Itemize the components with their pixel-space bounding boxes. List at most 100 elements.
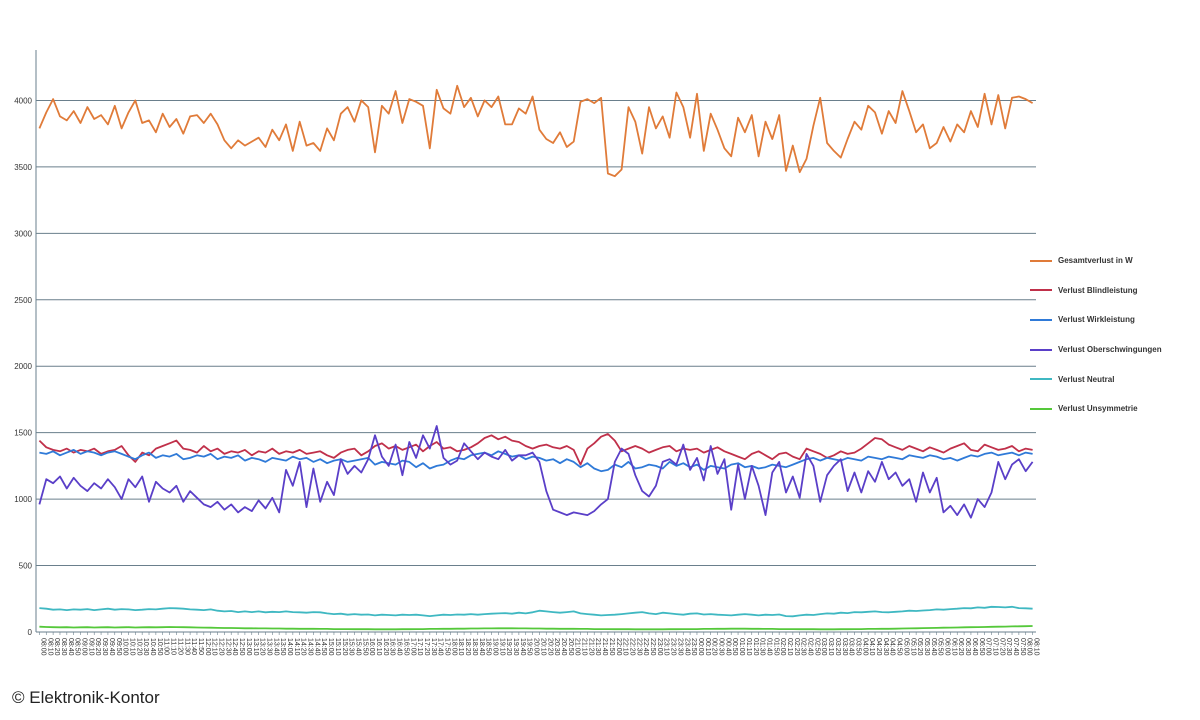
series-line-5 bbox=[39, 605, 1033, 618]
x-tick-label: 00:00 bbox=[697, 638, 704, 656]
legend-label: Verlust Unsymmetrie bbox=[1058, 404, 1138, 414]
x-tick-label: 03:40 bbox=[848, 638, 855, 656]
x-tick-label: 23:20 bbox=[670, 638, 677, 656]
x-tick-label: 17:50 bbox=[444, 638, 451, 656]
x-tick-label: 22:10 bbox=[622, 638, 629, 656]
x-tick-label: 18:20 bbox=[464, 638, 471, 656]
x-tick-label: 21:10 bbox=[581, 638, 588, 656]
x-tick-label: 05:50 bbox=[937, 638, 944, 656]
x-tick-label: 17:10 bbox=[416, 638, 423, 656]
legend-item: Verlust Oberschwingungen bbox=[1030, 335, 1200, 365]
x-tick-label: 23:40 bbox=[683, 638, 690, 656]
y-tick-label: 1500 bbox=[14, 429, 32, 438]
x-tick-label: 13:30 bbox=[265, 638, 272, 656]
y-tick-label: 1000 bbox=[14, 495, 32, 504]
x-tick-label: 12:40 bbox=[231, 638, 238, 656]
x-tick-label: 02:30 bbox=[800, 638, 807, 656]
x-tick-label: 07:00 bbox=[985, 638, 992, 656]
x-tick-label: 19:50 bbox=[526, 638, 533, 656]
x-tick-label: 10:20 bbox=[135, 638, 142, 656]
x-tick-label: 11:20 bbox=[176, 638, 183, 655]
legend-item: Gesamtverlust in W bbox=[1030, 246, 1200, 276]
x-tick-label: 20:20 bbox=[546, 638, 553, 656]
x-tick-label: 19:40 bbox=[519, 638, 526, 656]
x-tick-label: 15:00 bbox=[327, 638, 334, 656]
legend-label: Verlust Blindleistung bbox=[1058, 285, 1138, 295]
y-tick-label: 3500 bbox=[14, 163, 32, 172]
series-lines bbox=[38, 84, 1034, 631]
x-tick-label: 19:30 bbox=[512, 638, 519, 656]
x-tick-label: 12:00 bbox=[204, 638, 211, 656]
x-tick-label: 21:00 bbox=[574, 638, 581, 656]
x-tick-label: 02:40 bbox=[807, 638, 814, 656]
x-tick-label: 08:30 bbox=[60, 638, 67, 656]
x-tick-label: 04:20 bbox=[875, 638, 882, 656]
x-tick-label: 20:30 bbox=[553, 638, 560, 656]
x-tick-label: 12:20 bbox=[218, 638, 225, 656]
legend-swatch bbox=[1030, 259, 1052, 262]
x-tick-label: 00:30 bbox=[718, 638, 725, 656]
x-tick-label: 00:50 bbox=[731, 638, 738, 656]
x-tick-label: 16:50 bbox=[402, 638, 409, 656]
x-tick-label: 12:50 bbox=[238, 638, 245, 656]
x-tick-label: 02:20 bbox=[793, 638, 800, 656]
x-tick-label: 18:50 bbox=[485, 638, 492, 656]
x-tick-label: 01:20 bbox=[752, 638, 759, 656]
x-tick-label: 06:20 bbox=[957, 638, 964, 656]
x-tick-label: 21:40 bbox=[601, 638, 608, 656]
x-tick-label: 05:30 bbox=[923, 638, 930, 656]
legend-label: Gesamtverlust in W bbox=[1058, 256, 1133, 266]
x-tick-label: 04:30 bbox=[882, 638, 889, 656]
x-tick-label: 21:30 bbox=[594, 638, 601, 656]
x-tick-label: 16:20 bbox=[382, 638, 389, 656]
x-tick-label: 17:00 bbox=[409, 638, 416, 656]
legend-item: Verlust Unsymmetrie bbox=[1030, 394, 1200, 424]
x-tick-label: 08:00 bbox=[1026, 638, 1033, 656]
x-tick-label: 06:30 bbox=[964, 638, 971, 656]
legend-label: Verlust Neutral bbox=[1058, 374, 1115, 384]
x-tick-label: 18:30 bbox=[471, 638, 478, 656]
x-tick-label: 20:00 bbox=[533, 638, 540, 656]
y-tick-label: 0 bbox=[28, 628, 33, 637]
series-line-2 bbox=[38, 433, 1033, 466]
x-tick-label: 03:30 bbox=[841, 638, 848, 656]
gridlines bbox=[36, 99, 1036, 633]
x-tick-label: 08:20 bbox=[53, 638, 60, 656]
x-tick-label: 01:00 bbox=[738, 638, 745, 656]
x-tick-label: 08:10 bbox=[1033, 638, 1040, 656]
legend-swatch bbox=[1030, 378, 1052, 381]
x-tick-label: 07:20 bbox=[998, 638, 1005, 656]
y-tick-label: 2500 bbox=[14, 296, 32, 305]
x-tick-label: 04:50 bbox=[896, 638, 903, 656]
x-tick-label: 22:00 bbox=[615, 638, 622, 656]
copyright-credit: © Elektronik-Kontor bbox=[12, 688, 160, 707]
x-tick-label: 06:10 bbox=[950, 638, 957, 656]
x-tick-label: 23:10 bbox=[663, 638, 670, 656]
x-tick-label: 10:10 bbox=[128, 638, 135, 656]
x-tick-label: 23:30 bbox=[676, 638, 683, 656]
x-tick-label: 02:10 bbox=[786, 638, 793, 656]
y-tick-label: 4000 bbox=[14, 96, 32, 105]
x-tick-label: 01:40 bbox=[765, 638, 772, 656]
x-tick-label: 15:40 bbox=[354, 638, 361, 656]
x-tick-label: 16:10 bbox=[375, 638, 382, 656]
x-tick-label: 00:40 bbox=[724, 638, 731, 656]
x-tick-label: 22:40 bbox=[642, 638, 649, 656]
x-tick-label: 03:50 bbox=[854, 638, 861, 656]
x-tick-label: 11:30 bbox=[183, 638, 190, 655]
x-tick-label: 18:10 bbox=[457, 638, 464, 656]
legend-item: Verlust Neutral bbox=[1030, 364, 1200, 394]
x-tick-label: 09:40 bbox=[108, 638, 115, 656]
x-tick-label: 11:00 bbox=[163, 638, 170, 655]
x-tick-label: 14:30 bbox=[307, 638, 314, 656]
x-tick-label: 12:30 bbox=[224, 638, 231, 656]
x-tick-label: 10:00 bbox=[122, 638, 129, 656]
y-tick-label: 2000 bbox=[14, 362, 32, 371]
x-tick-label: 05:10 bbox=[909, 638, 916, 656]
legend-item: Verlust Blindleistung bbox=[1030, 276, 1200, 306]
legend-swatch bbox=[1030, 348, 1052, 351]
x-tick-label: 21:50 bbox=[608, 638, 615, 656]
x-tick-label: 14:10 bbox=[293, 638, 300, 656]
x-tick-label: 11:40 bbox=[190, 638, 197, 655]
x-tick-label: 09:10 bbox=[87, 638, 94, 656]
